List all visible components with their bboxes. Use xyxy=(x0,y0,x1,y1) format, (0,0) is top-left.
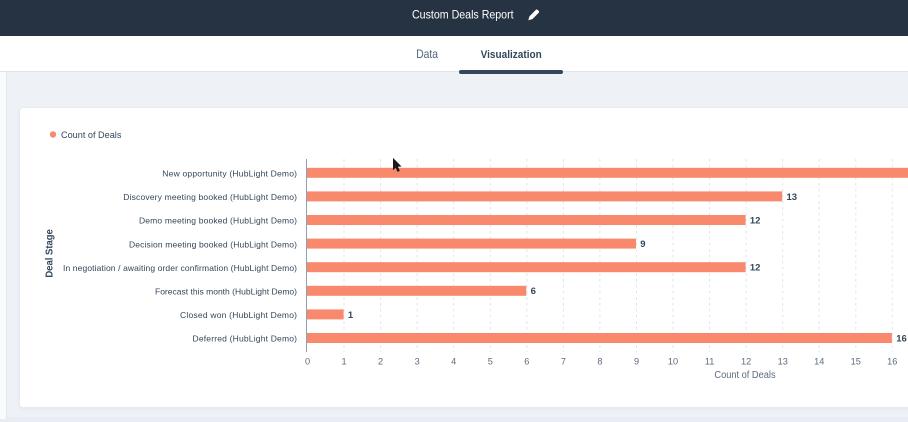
svg-text:Visualization: Visualization xyxy=(481,49,542,61)
svg-text:Custom Deals Report: Custom Deals Report xyxy=(412,9,514,22)
svg-text:6: 6 xyxy=(524,357,529,367)
svg-text:2: 2 xyxy=(378,357,383,367)
svg-text:Demo meeting booked (HubLight: Demo meeting booked (HubLight Demo) xyxy=(139,216,297,226)
svg-text:13: 13 xyxy=(787,192,798,203)
svg-text:16: 16 xyxy=(896,333,907,344)
svg-text:9: 9 xyxy=(640,239,645,250)
svg-text:10: 10 xyxy=(668,357,678,367)
svg-text:Data: Data xyxy=(416,47,438,61)
svg-text:Decision meeting booked (HubLi: Decision meeting booked (HubLight Demo) xyxy=(129,239,297,249)
svg-text:7: 7 xyxy=(561,357,566,367)
svg-text:5: 5 xyxy=(488,357,493,367)
svg-text:16: 16 xyxy=(887,357,897,367)
svg-text:12: 12 xyxy=(750,215,761,226)
svg-text:Deal Stage: Deal Stage xyxy=(45,229,56,278)
svg-text:Closed won (HubLight Demo): Closed won (HubLight Demo) xyxy=(180,310,297,320)
svg-text:0: 0 xyxy=(305,357,310,367)
svg-text:4: 4 xyxy=(451,357,456,367)
svg-text:14: 14 xyxy=(814,357,824,367)
svg-text:12: 12 xyxy=(741,357,751,367)
svg-text:1: 1 xyxy=(341,357,346,367)
svg-text:Count of Deals: Count of Deals xyxy=(61,130,122,141)
svg-text:12: 12 xyxy=(750,263,761,274)
svg-text:1: 1 xyxy=(348,310,354,321)
svg-text:Discovery meeting booked (HubL: Discovery meeting booked (HubLight Demo) xyxy=(123,192,297,202)
svg-text:11: 11 xyxy=(705,357,715,367)
svg-text:9: 9 xyxy=(634,357,639,367)
svg-text:6: 6 xyxy=(531,286,536,297)
svg-text:8: 8 xyxy=(597,357,602,367)
svg-text:In negotiation / awaiting orde: In negotiation / awaiting order confirma… xyxy=(63,263,297,273)
svg-text:Count of Deals: Count of Deals xyxy=(714,370,775,381)
svg-text:15: 15 xyxy=(851,357,861,367)
svg-text:Forecast this month (HubLight: Forecast this month (HubLight Demo) xyxy=(155,287,297,297)
svg-text:13: 13 xyxy=(778,357,788,367)
svg-text:Deferred (HubLight Demo): Deferred (HubLight Demo) xyxy=(193,334,298,344)
svg-text:3: 3 xyxy=(415,357,420,367)
svg-text:New opportunity (HubLight Demo: New opportunity (HubLight Demo) xyxy=(162,169,297,179)
